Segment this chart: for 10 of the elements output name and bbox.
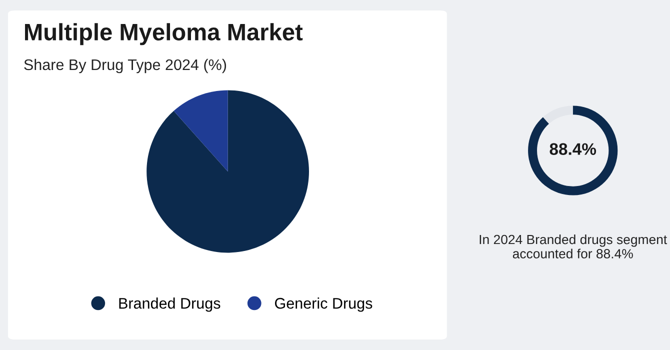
pie-slice	[146, 90, 309, 253]
data-label: 88.4%	[550, 143, 596, 155]
pie-slice	[174, 90, 228, 172]
legend-label: Generic Drugs	[275, 298, 372, 312]
legend-label: Branded Drugs	[119, 298, 220, 312]
text: In 2024 Branded drugs segment accounted for 88.4%	[480, 234, 668, 258]
chart-subtitle: Share By Drug Type 2024 (%)	[24, 58, 226, 74]
donut-slice	[528, 106, 618, 196]
donut-slice	[543, 106, 573, 124]
chart-title: Multiple Myeloma Market	[25, 23, 303, 46]
